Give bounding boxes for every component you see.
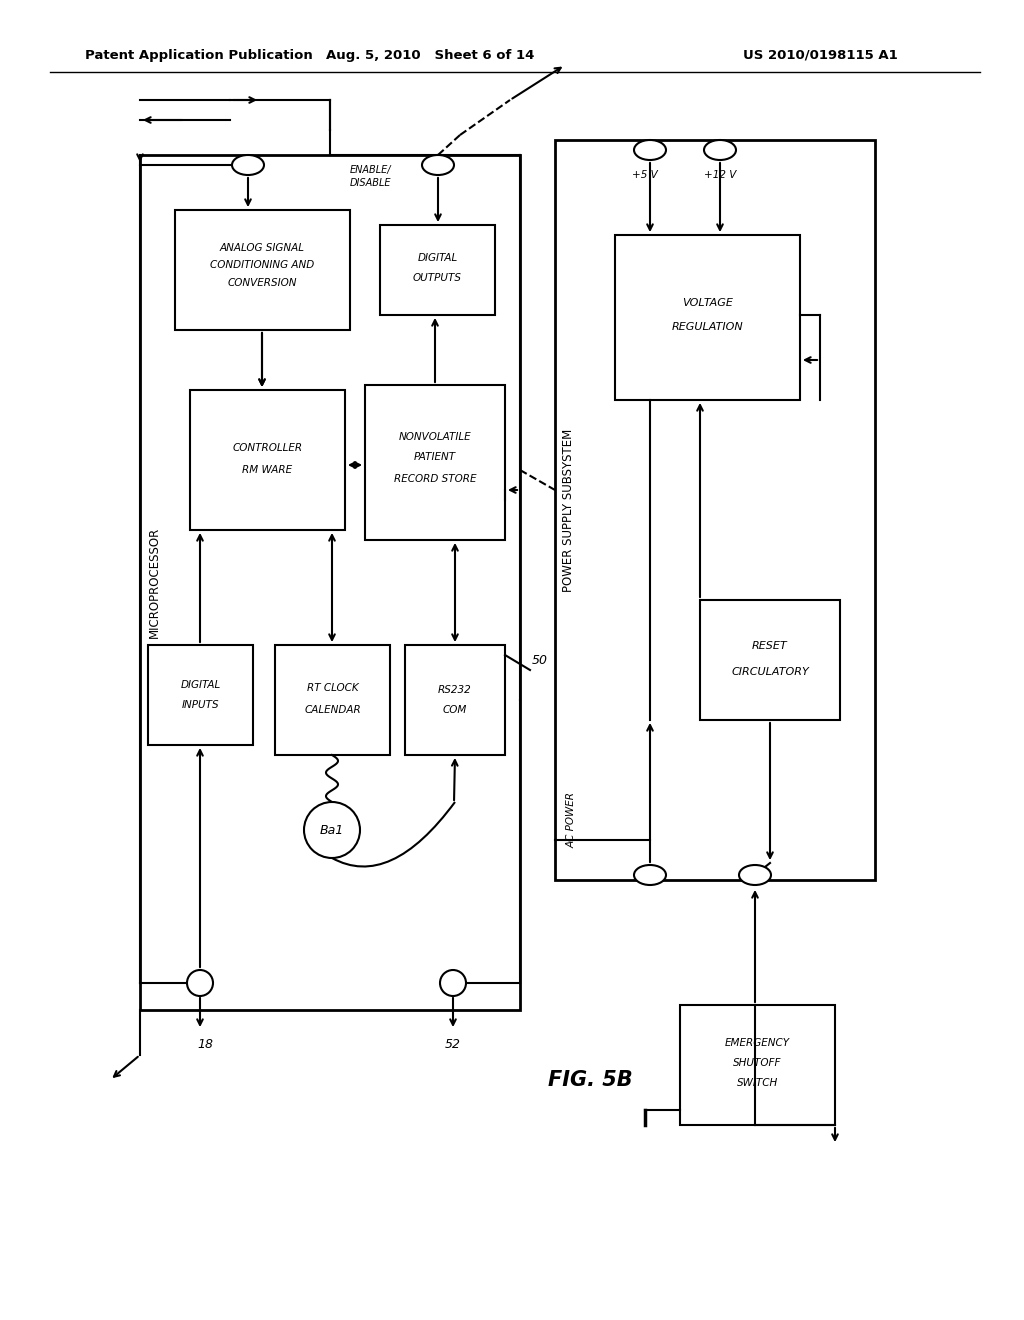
Circle shape [440,970,466,997]
Text: DIGITAL: DIGITAL [418,253,458,263]
Text: CIRCULATORY: CIRCULATORY [731,667,809,677]
Ellipse shape [705,140,736,160]
Bar [700,601,840,719]
Text: CONTROLLER: CONTROLLER [232,444,302,453]
Text: US 2010/0198115 A1: US 2010/0198115 A1 [742,49,897,62]
Bar [615,235,800,400]
Text: +12 V: +12 V [703,170,736,180]
Text: +5 V: +5 V [632,170,657,180]
Bar [555,140,874,880]
Bar [275,645,390,755]
Text: ENABLE/: ENABLE/ [349,165,391,176]
Text: REGULATION: REGULATION [672,322,743,333]
Text: FIG. 5B: FIG. 5B [548,1071,632,1090]
Text: NONVOLATILE: NONVOLATILE [398,433,471,442]
Text: AC POWER: AC POWER [567,792,577,847]
Text: 50: 50 [532,653,548,667]
Text: PATIENT: PATIENT [414,453,456,462]
Text: SHUTOFF: SHUTOFF [733,1059,781,1068]
Bar [175,210,350,330]
Ellipse shape [232,154,264,176]
Bar [365,385,505,540]
Bar [406,645,505,755]
Text: RT CLOCK: RT CLOCK [306,682,358,693]
Text: VOLTAGE: VOLTAGE [682,297,733,308]
Text: 18: 18 [197,1039,213,1052]
Ellipse shape [422,154,454,176]
Bar [190,389,345,531]
Circle shape [187,970,213,997]
Text: POWER SUPPLY SUBSYSTEM: POWER SUPPLY SUBSYSTEM [562,429,575,591]
Text: 52: 52 [445,1039,461,1052]
Text: CONDITIONING AND: CONDITIONING AND [210,260,314,271]
Text: SWITCH: SWITCH [737,1078,778,1088]
Text: RECORD STORE: RECORD STORE [394,474,476,484]
Circle shape [304,803,360,858]
Text: Patent Application Publication: Patent Application Publication [85,49,312,62]
Text: MICROPROCESSOR: MICROPROCESSOR [147,527,161,638]
Text: CONVERSION: CONVERSION [227,279,297,288]
Text: Aug. 5, 2010   Sheet 6 of 14: Aug. 5, 2010 Sheet 6 of 14 [326,49,535,62]
Bar [380,224,495,315]
Text: RESET: RESET [753,642,787,651]
Text: RM WARE: RM WARE [243,465,293,475]
Text: OUTPUTS: OUTPUTS [413,273,462,282]
Text: COM: COM [442,705,467,715]
Text: INPUTS: INPUTS [181,700,219,710]
Text: ANALOG SIGNAL: ANALOG SIGNAL [220,243,305,253]
Ellipse shape [634,865,666,884]
Text: CALENDAR: CALENDAR [304,705,360,715]
Text: EMERGENCY: EMERGENCY [725,1038,791,1048]
Ellipse shape [739,865,771,884]
Text: RS232: RS232 [438,685,472,696]
Ellipse shape [634,140,666,160]
Bar [140,154,520,1010]
Bar [680,1005,835,1125]
Text: DIGITAL: DIGITAL [180,680,220,690]
Text: Ba1: Ba1 [319,824,344,837]
Bar [148,645,253,744]
Text: DISABLE: DISABLE [349,178,391,187]
